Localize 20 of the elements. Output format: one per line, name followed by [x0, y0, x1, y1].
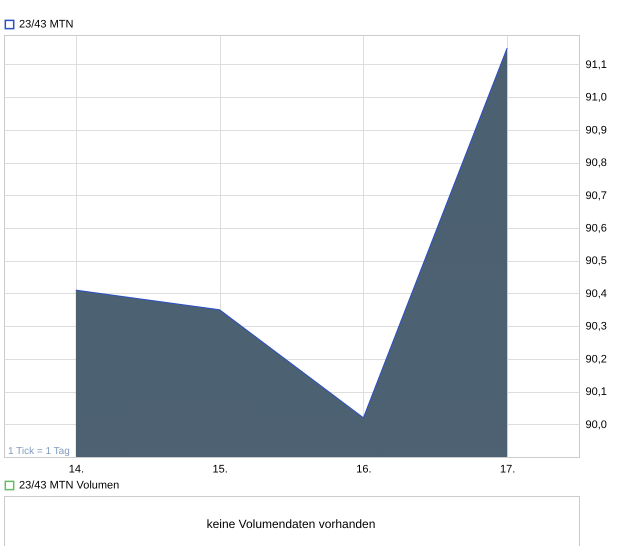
x-tick-label: 15.	[212, 464, 228, 476]
y-tick-label: 91,1	[586, 58, 607, 71]
annotation: 1 Tick = 1 Tag	[8, 446, 70, 457]
y-tick-label: 91,0	[586, 92, 607, 104]
y-tick-label: 90,7	[586, 190, 607, 202]
text: 23/43 MTN Volumen	[19, 480, 120, 492]
y-tick-label: 90,2	[586, 353, 607, 366]
text: keine Volumendaten vorhanden	[206, 517, 376, 531]
y-tick-label: 90,9	[586, 124, 607, 136]
y-tick-label: 90,4	[586, 288, 607, 300]
legend-label: 23/43 MTN	[19, 18, 74, 30]
y-tick-label: 90,6	[586, 222, 607, 235]
y-tick-label: 90,1	[586, 386, 607, 398]
y-tick-label: 90,0	[586, 418, 607, 431]
x-tick-label: 14.	[68, 464, 84, 476]
y-tick-label: 90,8	[586, 157, 607, 170]
x-tick-label: 17.	[500, 464, 516, 476]
y-tick-label: 90,5	[586, 255, 607, 268]
x-tick-label: 16.	[356, 464, 372, 476]
y-tick-label: 90,3	[586, 320, 607, 333]
